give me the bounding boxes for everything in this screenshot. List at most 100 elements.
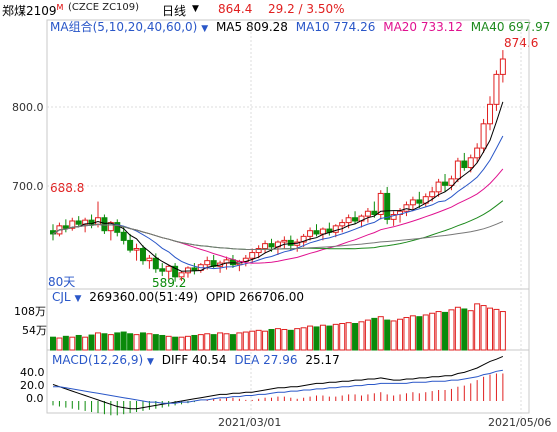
y-tick-800: 800.0 (12, 101, 44, 114)
volume-bar (448, 309, 455, 351)
volume-bar (429, 312, 436, 351)
y-tick-700: 700.0 (12, 180, 44, 193)
volume-bar (287, 329, 294, 351)
days-label: 80天 (48, 275, 76, 289)
volume-bar (172, 336, 179, 351)
volume-bar (107, 334, 114, 351)
volume-bar (75, 334, 82, 351)
volume-bar (422, 314, 429, 351)
volume-bar (345, 322, 352, 351)
candle-body (345, 217, 352, 224)
candle-body (319, 228, 326, 235)
volume-bar (56, 337, 63, 351)
macd-tick-0: 0.0 (26, 392, 44, 405)
candle-body (62, 225, 69, 229)
volume-bar (236, 332, 243, 351)
candle-body (133, 248, 140, 251)
candle-body (165, 265, 172, 272)
candle-body (313, 230, 320, 235)
plot-frame (46, 19, 530, 414)
volume-bar (217, 332, 224, 351)
macd-dropdown-icon[interactable]: ▼ (146, 357, 154, 367)
candle-body (268, 243, 275, 248)
volume-legend: CJL ▼ 269360.00(51:49) OPID 266706.00 (52, 290, 304, 304)
volume-bar (442, 311, 449, 351)
candle-body (178, 272, 185, 278)
volume-bar (82, 336, 89, 351)
ma60-line (52, 220, 504, 250)
candle-body (371, 210, 378, 215)
candle-body (69, 220, 76, 229)
volume-bar (274, 328, 281, 351)
volume-bar (191, 334, 198, 351)
volume-bar (139, 332, 146, 351)
macd-label[interactable]: MACD(12,26,9) (52, 353, 144, 367)
volume-bar (493, 308, 500, 351)
candle-body (429, 191, 436, 198)
period-selector[interactable]: 日线 (162, 4, 187, 18)
left-price-label: 688.8 (50, 181, 85, 195)
candle-body (120, 231, 127, 241)
candle-body (499, 58, 506, 75)
volume-bar (319, 324, 326, 351)
candle-body (281, 239, 288, 243)
volume-bar (184, 335, 191, 351)
volume-bar (197, 334, 204, 351)
ma-combo-label[interactable]: MA组合(5,10,20,40,60,0) (50, 20, 198, 34)
candle-body (403, 204, 410, 212)
dea-value: DEA 27.96 (234, 353, 298, 367)
volume-bar (390, 320, 397, 351)
volume-bar (435, 311, 442, 351)
volume-bar (255, 329, 262, 351)
candle-body (435, 181, 442, 193)
ma-legend: MA组合(5,10,20,40,60,0) ▼ MA5 809.28 MA10 … (50, 18, 550, 35)
candle-body (480, 123, 487, 149)
diff-line (52, 355, 504, 410)
ma5-line (52, 101, 504, 272)
volume-bar (313, 326, 320, 351)
candle-body (384, 192, 391, 220)
last-price: 864.4 (218, 2, 253, 16)
volume-bar (229, 334, 236, 351)
volume-bar (467, 310, 474, 351)
volume-bar (487, 307, 494, 351)
ma5-value: MA5 809.28 (215, 20, 288, 34)
volume-bar (210, 334, 217, 351)
candle-body (416, 199, 423, 204)
volume-bar (480, 305, 487, 351)
period-dropdown-icon[interactable]: ▼ (192, 4, 199, 14)
volume-bar (268, 328, 275, 351)
volume-bar (127, 333, 134, 351)
volume-bar (377, 316, 384, 351)
candle-body (307, 230, 314, 237)
candle-body (139, 248, 146, 262)
volume-bar (358, 321, 365, 351)
candle-body (146, 257, 153, 262)
ma-combo-dropdown-icon[interactable]: ▼ (201, 24, 209, 34)
volume-bar (281, 328, 288, 351)
candle-body (75, 220, 82, 225)
volume-bar (454, 306, 461, 351)
candle-body (390, 213, 397, 220)
volume-bar (69, 336, 76, 351)
volume-bar (332, 323, 339, 351)
opi-value: OPID 266706.00 (205, 290, 305, 304)
vol-tick-54: 54万 (22, 324, 47, 337)
instrument-name[interactable]: 郑煤2109M (2, 3, 64, 18)
volume-label[interactable]: CJL (52, 290, 71, 304)
low-price-label: 589.2 (152, 276, 187, 290)
title-bar: 郑煤2109M (CZCE ZC109) 日线 ▼ 864.4 29.2 / 3… (0, 0, 557, 20)
volume-dropdown-icon[interactable]: ▼ (74, 294, 82, 304)
volume-bar (120, 331, 127, 351)
volume-bar (242, 331, 249, 351)
candle-body (159, 268, 166, 272)
volume-bar (307, 325, 314, 351)
candle-body (474, 147, 481, 159)
candle-body (339, 222, 346, 227)
volume-bar (114, 332, 121, 351)
volume-bar (165, 335, 172, 351)
volume-bar (249, 330, 256, 351)
candle-body (377, 192, 384, 215)
candle-body (467, 157, 474, 169)
